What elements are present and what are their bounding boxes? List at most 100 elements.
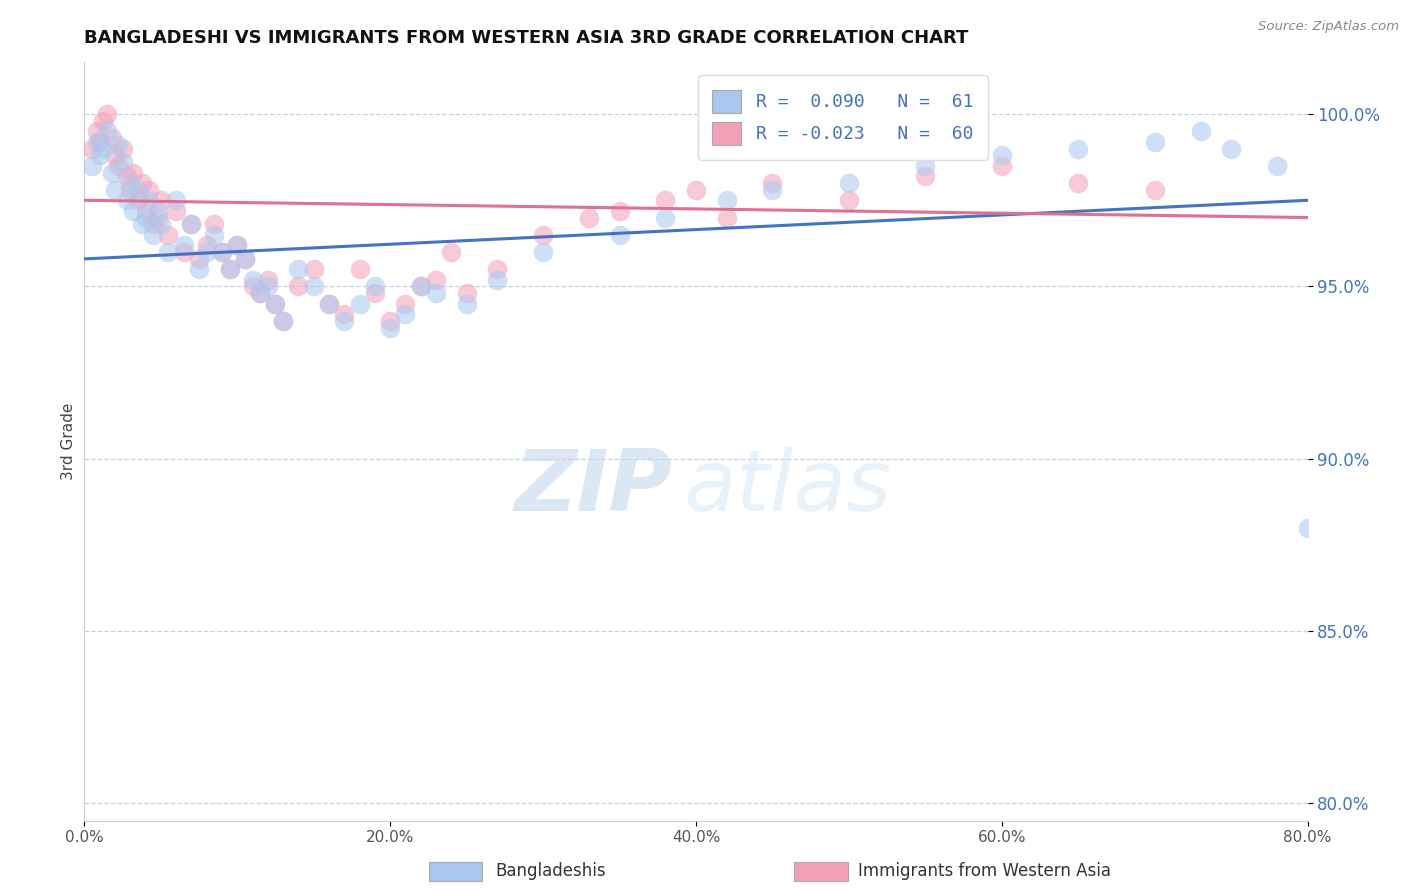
- Point: [122, 203, 145, 218]
- Point: [761, 183, 783, 197]
- Point: [425, 272, 447, 286]
- Point: [115, 194, 138, 208]
- Point: [195, 244, 218, 259]
- Point: [609, 203, 631, 218]
- Point: [120, 183, 142, 197]
- Point: [271, 314, 294, 328]
- Text: Bangladeshis: Bangladeshis: [495, 863, 606, 880]
- Point: [318, 296, 340, 310]
- Point: [149, 194, 172, 208]
- Point: [101, 166, 124, 180]
- Text: BANGLADESHI VS IMMIGRANTS FROM WESTERN ASIA 3RD GRADE CORRELATION CHART: BANGLADESHI VS IMMIGRANTS FROM WESTERN A…: [84, 29, 969, 47]
- Point: [180, 218, 202, 232]
- Point: [173, 238, 195, 252]
- Point: [425, 286, 447, 301]
- Point: [188, 252, 211, 266]
- Point: [242, 272, 264, 286]
- Point: [104, 183, 127, 197]
- Text: Immigrants from Western Asia: Immigrants from Western Asia: [858, 863, 1111, 880]
- Text: Source: ZipAtlas.com: Source: ZipAtlas.com: [1258, 20, 1399, 33]
- Point: [165, 194, 187, 208]
- Point: [142, 227, 165, 242]
- Point: [349, 296, 371, 310]
- Point: [333, 307, 356, 321]
- Point: [180, 218, 202, 232]
- Y-axis label: 3rd Grade: 3rd Grade: [60, 403, 76, 480]
- Point: [257, 279, 280, 293]
- Point: [914, 169, 936, 183]
- Point: [394, 296, 416, 310]
- Point: [188, 262, 211, 277]
- Point: [578, 211, 600, 225]
- Text: ZIP: ZIP: [513, 445, 672, 529]
- Point: [226, 238, 249, 252]
- Point: [211, 244, 233, 259]
- Point: [146, 211, 169, 225]
- Point: [89, 135, 111, 149]
- Point: [202, 218, 225, 232]
- Point: [131, 176, 153, 190]
- Point: [349, 262, 371, 277]
- Point: [380, 320, 402, 334]
- Point: [242, 279, 264, 293]
- Point: [249, 286, 271, 301]
- Point: [115, 169, 138, 183]
- Point: [138, 183, 160, 197]
- Point: [104, 148, 127, 162]
- Point: [86, 124, 108, 138]
- Point: [302, 262, 325, 277]
- Point: [1143, 183, 1166, 197]
- Point: [456, 286, 478, 301]
- Point: [1265, 159, 1288, 173]
- Point: [202, 227, 225, 242]
- Point: [685, 183, 707, 197]
- Point: [257, 272, 280, 286]
- Point: [80, 142, 103, 156]
- Point: [318, 296, 340, 310]
- Point: [135, 203, 157, 218]
- Point: [157, 227, 180, 242]
- Point: [394, 307, 416, 321]
- Point: [157, 244, 180, 259]
- Point: [287, 279, 309, 293]
- Point: [135, 211, 157, 225]
- Point: [149, 218, 172, 232]
- Point: [195, 238, 218, 252]
- Point: [233, 252, 256, 266]
- Point: [89, 148, 111, 162]
- Point: [233, 252, 256, 266]
- Point: [127, 194, 149, 208]
- Point: [138, 194, 160, 208]
- Point: [609, 227, 631, 242]
- Point: [531, 227, 554, 242]
- Point: [131, 218, 153, 232]
- Point: [107, 138, 129, 153]
- Point: [761, 176, 783, 190]
- Point: [211, 244, 233, 259]
- Point: [96, 107, 118, 121]
- Point: [716, 211, 738, 225]
- Point: [122, 166, 145, 180]
- Point: [1067, 176, 1090, 190]
- Point: [146, 203, 169, 218]
- Point: [271, 314, 294, 328]
- Point: [264, 296, 287, 310]
- Point: [91, 114, 114, 128]
- Point: [264, 296, 287, 310]
- Point: [91, 142, 114, 156]
- Point: [165, 203, 187, 218]
- Point: [226, 238, 249, 252]
- Point: [107, 159, 129, 173]
- Point: [716, 194, 738, 208]
- Point: [1067, 142, 1090, 156]
- Point: [96, 124, 118, 138]
- Point: [409, 279, 432, 293]
- Point: [111, 155, 134, 169]
- Point: [486, 262, 509, 277]
- Point: [1143, 135, 1166, 149]
- Point: [127, 183, 149, 197]
- Point: [101, 131, 124, 145]
- Point: [302, 279, 325, 293]
- Point: [838, 176, 860, 190]
- Point: [914, 159, 936, 173]
